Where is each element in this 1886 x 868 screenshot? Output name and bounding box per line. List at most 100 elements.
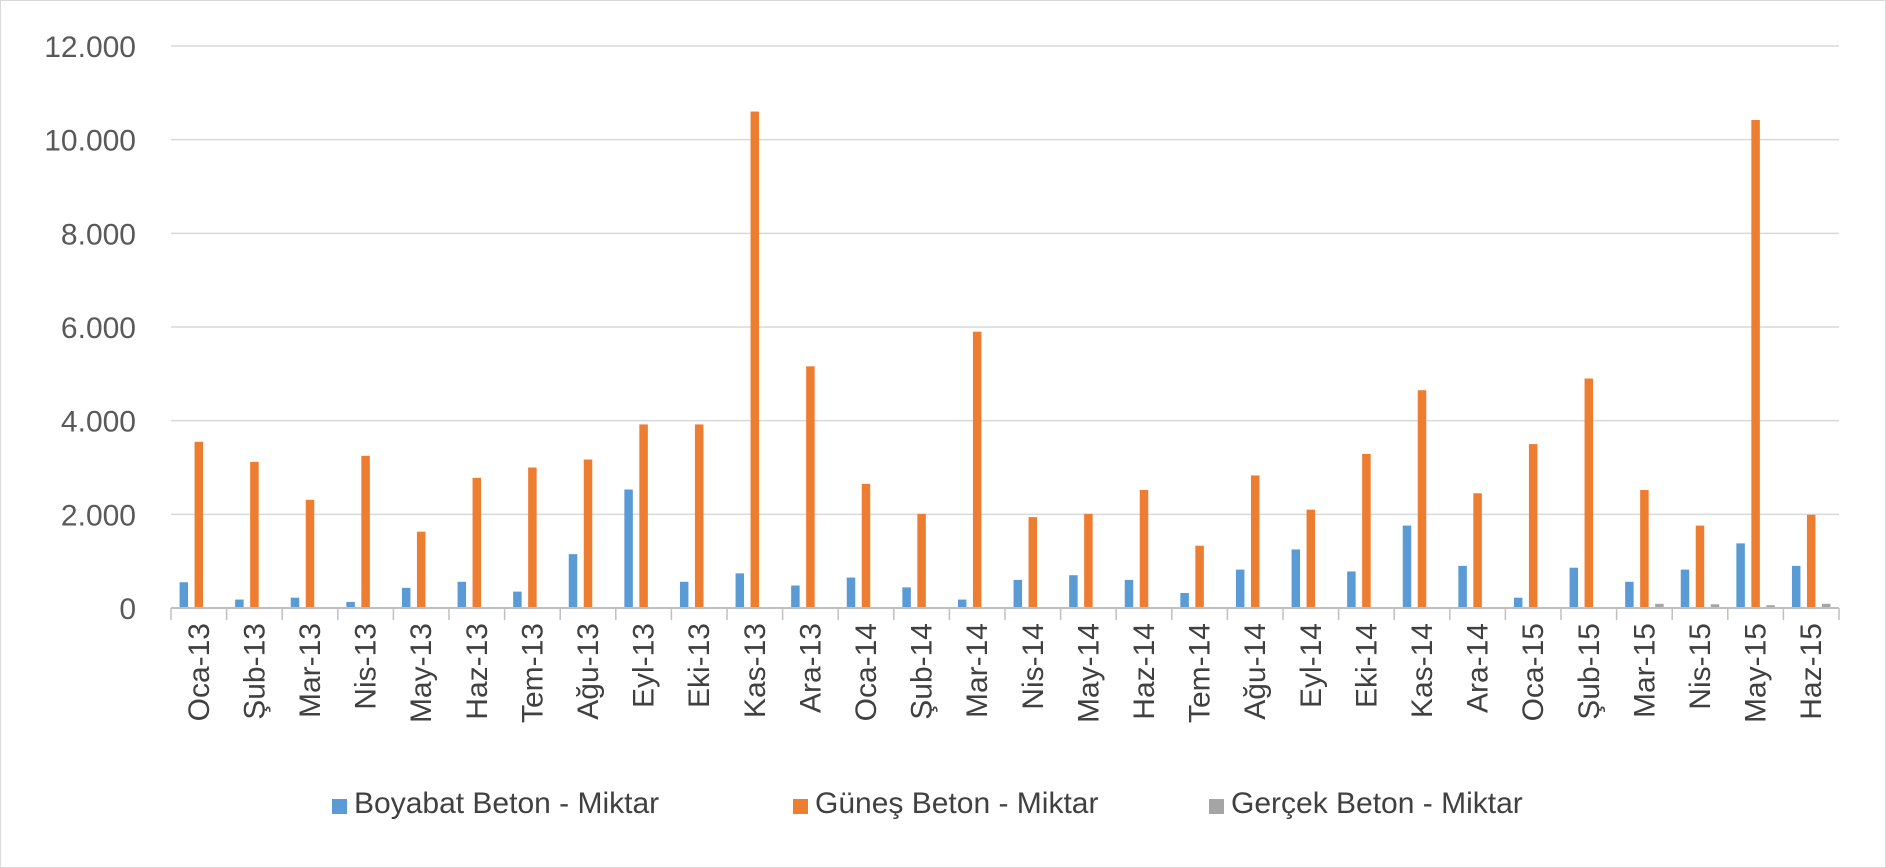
bar-boyabat: [1124, 579, 1134, 608]
legend-swatch: [793, 799, 808, 814]
bar-boyabat: [1291, 549, 1301, 608]
bars: [179, 111, 1831, 609]
bar-gercek: [1766, 605, 1775, 608]
legend-label: Güneş Beton - Miktar: [815, 787, 1098, 820]
bar-gunes: [1084, 513, 1093, 608]
x-tick-label: Kas-13: [739, 623, 772, 718]
y-tick-label: 4.000: [61, 406, 136, 439]
bar-gercek: [1710, 604, 1720, 608]
bar-boyabat: [791, 585, 800, 608]
bar-gunes: [1417, 390, 1427, 608]
x-tick-label: Eyl-14: [1295, 623, 1328, 708]
bar-boyabat: [957, 599, 967, 608]
x-tick-label: Haz-15: [1795, 623, 1828, 720]
bar-gunes: [1306, 509, 1316, 608]
y-tick-label: 8.000: [61, 218, 136, 251]
x-axis: [170, 607, 1840, 620]
y-tick-label: 12.000: [44, 31, 136, 64]
x-tick-label: Oca-15: [1517, 623, 1550, 721]
bar-gunes: [1362, 453, 1371, 608]
bar-gunes: [972, 331, 982, 608]
bar-boyabat: [1458, 565, 1467, 608]
bar-gunes: [416, 531, 426, 608]
bar-boyabat: [1569, 567, 1579, 608]
bar-boyabat: [1069, 575, 1078, 608]
bar-boyabat: [1791, 565, 1801, 608]
bar-gunes: [750, 111, 760, 609]
x-tick-label: Şub-14: [906, 623, 939, 720]
x-tick-label: Oca-13: [183, 623, 216, 721]
x-tick-label: Nis-14: [1017, 623, 1050, 710]
legend: Boyabat Beton - Miktar Güneş Beton - Mikt…: [332, 787, 1523, 820]
legend-swatch: [1209, 799, 1224, 814]
bar-boyabat: [401, 587, 411, 608]
legend-swatch: [332, 799, 347, 814]
bar-boyabat: [679, 581, 689, 608]
x-tick-label: Şub-15: [1573, 623, 1606, 720]
bar-boyabat: [457, 581, 467, 608]
x-tick-label: Şub-13: [238, 623, 271, 720]
x-tick-label: Nis-15: [1684, 623, 1717, 710]
x-axis-ticks: Oca-13 Şub-13 Mar-13 Nis-13 May-13 Haz-13 Tem-…: [183, 623, 1828, 723]
bar-gunes: [1751, 119, 1760, 608]
bar-gunes: [1195, 545, 1204, 608]
x-tick-label: Oca-14: [850, 623, 883, 721]
bar-gercek: [1655, 603, 1664, 608]
x-tick-label: Eki-13: [683, 623, 716, 708]
bar-gunes: [1640, 489, 1649, 608]
x-tick-label: May-14: [1072, 623, 1105, 723]
bar-gunes: [1695, 525, 1705, 608]
bar-gunes: [1806, 514, 1816, 608]
bar-boyabat: [290, 597, 300, 608]
bar-gunes: [639, 424, 648, 608]
y-tick-label: 6.000: [61, 312, 136, 345]
bar-boyabat: [1235, 569, 1245, 608]
x-tick-label: Tem-13: [516, 623, 549, 723]
x-tick-label: Haz-14: [1128, 623, 1161, 720]
bar-gunes: [361, 455, 370, 608]
bar-boyabat: [235, 599, 244, 608]
bar-boyabat: [1402, 525, 1412, 608]
bar-boyabat: [902, 587, 911, 608]
bar-boyabat: [1625, 581, 1634, 608]
x-tick-label: Eki-14: [1350, 623, 1383, 708]
bar-boyabat: [1680, 569, 1690, 608]
bar-boyabat: [1513, 597, 1523, 608]
gridlines: [171, 45, 1839, 516]
bar-gunes: [861, 483, 871, 608]
x-tick-label: Mar-14: [961, 623, 994, 718]
x-tick-label: Mar-15: [1628, 623, 1661, 718]
y-tick-label: 0: [119, 593, 136, 626]
legend-label: Gerçek Beton - Miktar: [1231, 787, 1523, 820]
bar-gunes: [528, 467, 537, 608]
x-tick-label: May-15: [1740, 623, 1773, 723]
x-tick-label: Nis-13: [350, 623, 383, 710]
bar-gunes: [694, 424, 704, 608]
x-tick-label: Tem-14: [1184, 623, 1217, 723]
x-tick-label: May-13: [405, 623, 438, 723]
bar-boyabat: [1736, 543, 1745, 608]
x-tick-label: Mar-13: [294, 623, 327, 718]
bar-boyabat: [568, 554, 578, 608]
bar-gunes: [1528, 444, 1538, 608]
bar-boyabat: [846, 577, 856, 608]
y-tick-label: 2.000: [61, 499, 136, 532]
bar-gercek: [1821, 603, 1831, 608]
bar-gunes: [1028, 517, 1038, 608]
bar-boyabat: [735, 573, 745, 608]
bar-boyabat: [346, 601, 355, 608]
x-tick-label: Eyl-13: [628, 623, 661, 708]
x-tick-label: Ara-13: [794, 623, 827, 713]
bar-boyabat: [513, 591, 522, 608]
bar-gunes: [1250, 475, 1260, 608]
bar-gunes: [583, 459, 593, 608]
x-tick-label: Ağu-13: [572, 623, 605, 720]
y-tick-label: 10.000: [44, 125, 136, 158]
bar-gunes: [806, 366, 815, 608]
bar-boyabat: [1013, 579, 1023, 608]
x-tick-label: Haz-13: [461, 623, 494, 720]
bar-gunes: [194, 441, 204, 608]
bar-boyabat: [1180, 593, 1189, 608]
